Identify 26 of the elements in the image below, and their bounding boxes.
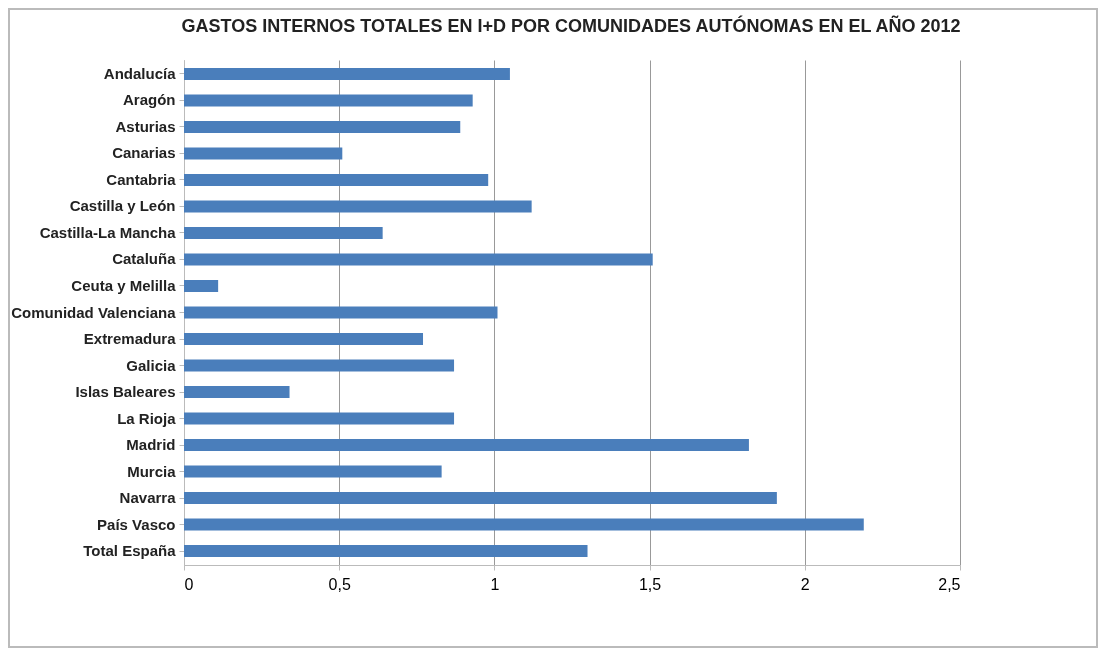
y-tick-label: Islas Baleares: [75, 383, 176, 401]
y-tick-label: Ceuta y Melilla: [71, 276, 177, 294]
x-tick-label: 1: [490, 575, 500, 593]
chart-title: GASTOS INTERNOS TOTALES EN I+D POR COMUNIDADES AUTÓNOMAS EN EL AÑO 2012: [181, 15, 961, 36]
y-tick-label: Murcia: [127, 462, 177, 480]
y-tick-label: Madrid: [126, 436, 176, 454]
y-tick-label: Comunidad Valenciana: [11, 303, 177, 321]
y-tick-label: Cantabria: [106, 170, 177, 188]
y-tick-label: Cataluña: [112, 250, 177, 268]
y-tick-label: Extremadura: [83, 330, 177, 348]
y-tick-label: Andalucía: [103, 64, 177, 82]
y-tick-label: Asturias: [115, 117, 176, 135]
y-tick-label: Navarra: [119, 489, 177, 507]
x-tick-label: 0: [184, 575, 194, 593]
y-tick-label: Canarias: [112, 144, 176, 162]
y-tick-label: País Vasco: [97, 515, 176, 533]
y-tick-label: Aragón: [123, 91, 176, 109]
x-tick-label: 0,5: [328, 575, 351, 593]
y-tick-label: Galicia: [126, 356, 177, 374]
y-tick-label: Castilla y León: [69, 197, 176, 215]
y-tick-label: Total España: [83, 542, 177, 560]
y-tick-label: Castilla-La Mancha: [39, 223, 177, 241]
y-tick-label: La Rioja: [117, 409, 177, 427]
x-tick-label: 2: [800, 575, 810, 593]
x-tick-label: 2,5: [938, 575, 961, 593]
x-tick-label: 1,5: [638, 575, 662, 593]
